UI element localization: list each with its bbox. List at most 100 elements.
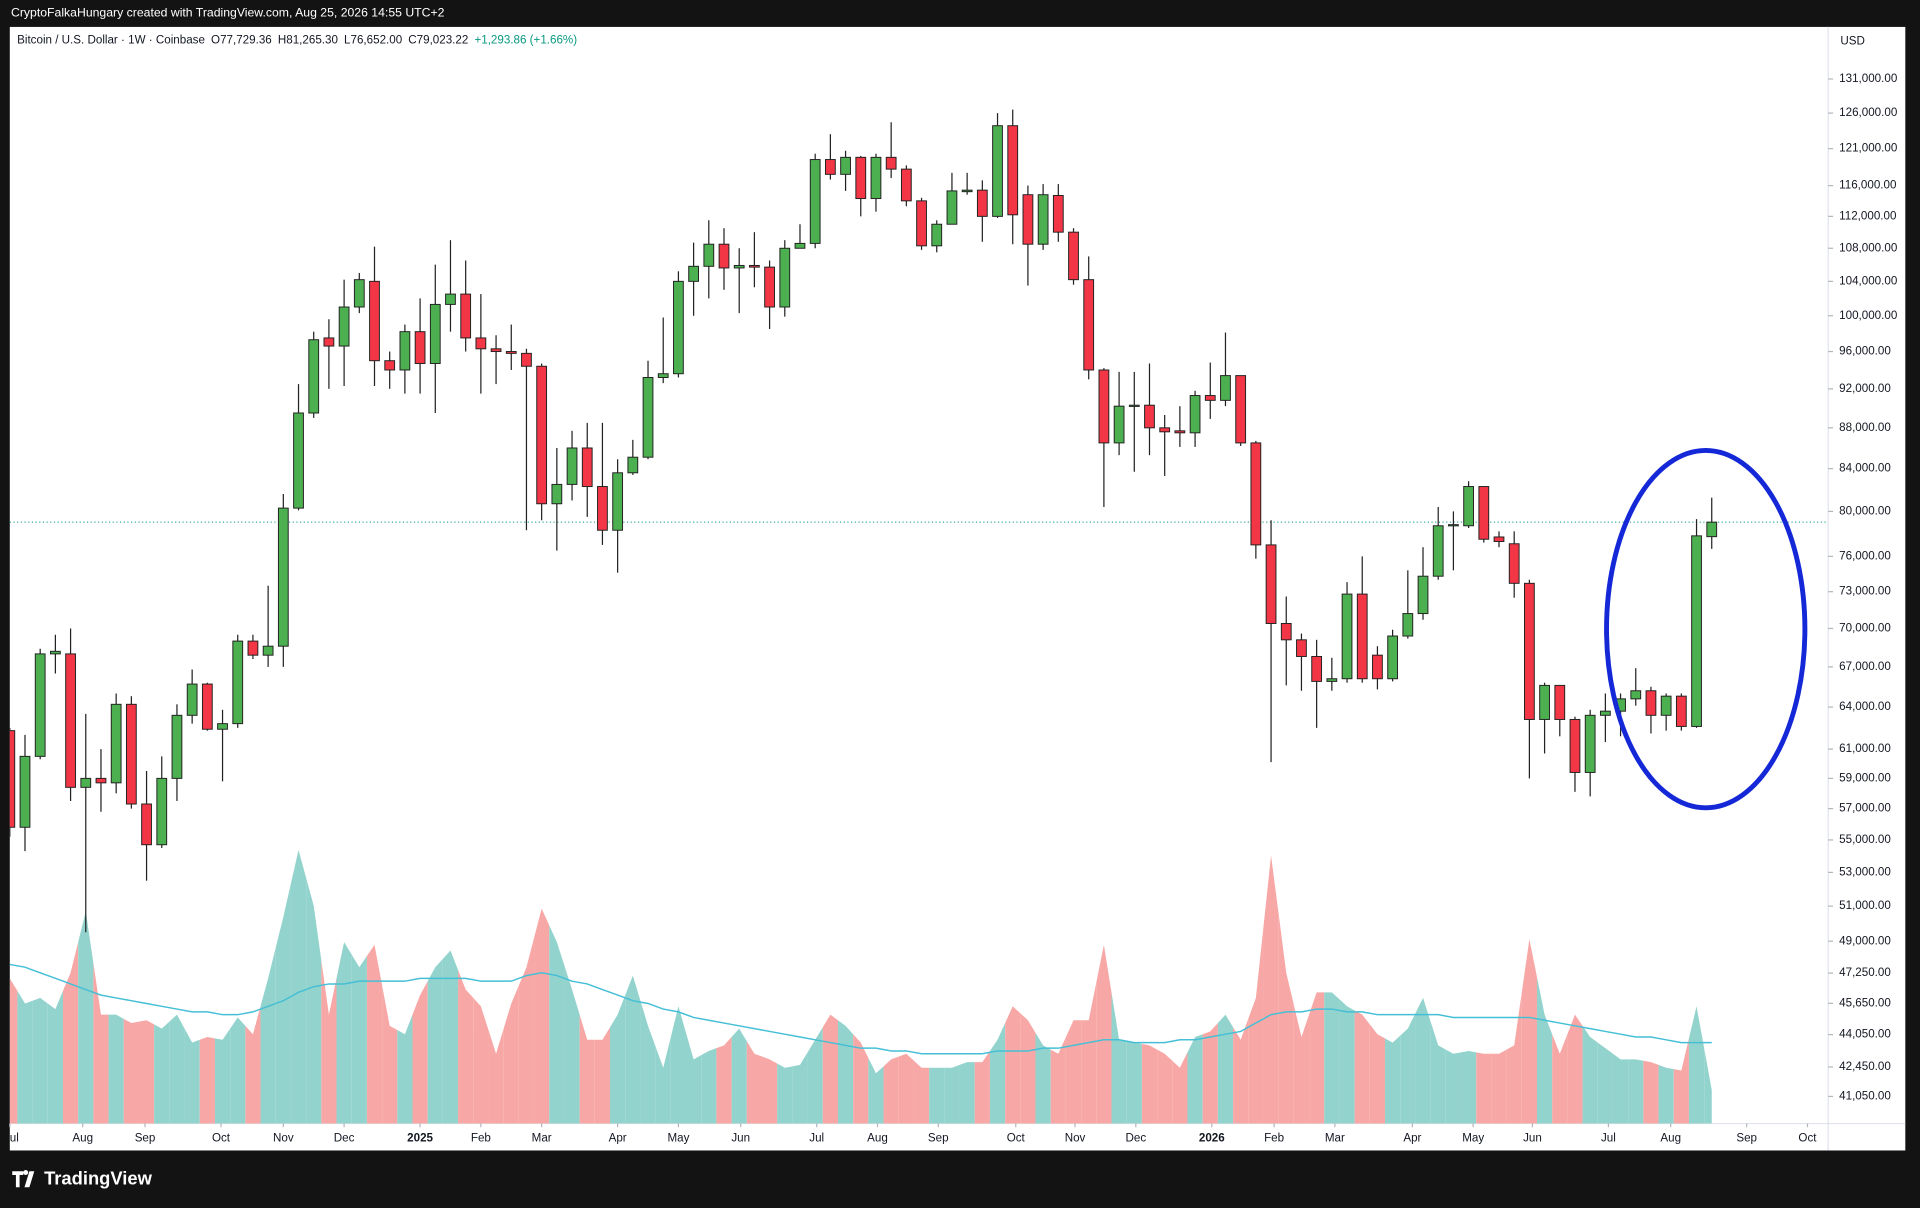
- candle-body: [976, 189, 988, 217]
- y-tick-label: 73,000.00: [1839, 585, 1891, 598]
- volume-area: [1369, 1024, 1386, 1124]
- logo: TradingView: [12, 1168, 153, 1189]
- x-tick-label: Sep: [1736, 1131, 1757, 1144]
- x-tick-label: Jun: [1523, 1131, 1542, 1144]
- x-tick-label: Dec: [1125, 1131, 1146, 1144]
- candle-body: [201, 683, 213, 730]
- x-tick-label: Aug: [1660, 1131, 1681, 1144]
- plot-area: [9, 109, 1829, 1124]
- legend-item: Bitcoin / U.S. Dollar · 1W · Coinbase: [17, 33, 205, 46]
- candle-body: [308, 339, 320, 414]
- candle-body: [1599, 710, 1611, 716]
- volume-area: [123, 1018, 139, 1124]
- y-tick-label: 49,000.00: [1839, 934, 1891, 947]
- candle-body: [1508, 543, 1520, 584]
- volume-area: [1293, 1004, 1310, 1124]
- y-tick-label: 57,000.00: [1839, 802, 1891, 815]
- volume-area: [1567, 1014, 1583, 1124]
- volume-area: [1552, 1034, 1568, 1124]
- header: CryptoFalkaHungary created with TradingV…: [11, 6, 445, 20]
- volume-area: [1536, 976, 1553, 1124]
- volume-area: [1339, 999, 1355, 1124]
- candle-body: [1280, 622, 1292, 641]
- candle-body: [141, 803, 152, 846]
- chart-panel: [9, 26, 1906, 1151]
- candle-body: [475, 337, 487, 350]
- y-tick-label: 67,000.00: [1839, 660, 1891, 673]
- candle-body: [703, 243, 715, 267]
- candle-body: [1356, 593, 1368, 680]
- x-tick-label: Jun: [731, 1131, 750, 1144]
- candle-body: [1174, 430, 1186, 434]
- y-tick-label: 55,000.00: [1839, 833, 1891, 846]
- candle-body: [1265, 544, 1277, 624]
- volume-area: [78, 911, 94, 1124]
- candle-body: [353, 279, 365, 308]
- candle-body: [536, 365, 548, 505]
- candle-body: [551, 483, 563, 505]
- y-tick-label: 96,000.00: [1839, 345, 1891, 358]
- volume-area: [17, 990, 33, 1124]
- y-tick-label: 88,000.00: [1839, 421, 1891, 434]
- volume-area: [1050, 1037, 1066, 1124]
- volume-area: [1400, 1013, 1416, 1124]
- volume-area: [336, 942, 352, 1124]
- candle-body: [369, 280, 380, 362]
- x-tick-label: Nov: [273, 1131, 294, 1144]
- volume-area: [655, 1037, 671, 1124]
- volume-area: [442, 950, 459, 1124]
- x-tick-label: Sep: [135, 1131, 156, 1144]
- volume-area: [290, 849, 307, 1124]
- candle-body: [1037, 194, 1049, 245]
- volume-area: [1187, 1034, 1203, 1124]
- volume-area: [837, 1020, 854, 1124]
- volume-area: [214, 1028, 231, 1124]
- candle-body: [1417, 575, 1429, 615]
- volume-area: [913, 1060, 930, 1124]
- candle-body: [65, 653, 76, 788]
- candle-body: [1448, 524, 1459, 527]
- x-tick-label: Oct: [1007, 1131, 1026, 1144]
- volume-area: [1354, 1010, 1370, 1124]
- volume-area: [883, 1056, 899, 1124]
- y-tick-label: 104,000.00: [1839, 274, 1897, 287]
- volume-area: [1612, 1053, 1629, 1124]
- candle-body: [505, 351, 517, 354]
- volume-area: [716, 1037, 732, 1124]
- candle-body: [1402, 613, 1414, 637]
- y-tick-label: 64,000.00: [1839, 700, 1891, 713]
- volume-area: [974, 1050, 990, 1124]
- legend-item: +1,293.86 (+1.66%): [474, 33, 577, 46]
- volume-area: [1248, 926, 1264, 1124]
- y-tick-label: 45,650.00: [1839, 996, 1891, 1009]
- volume-area: [518, 937, 535, 1124]
- candle-body: [1569, 718, 1581, 773]
- candle-body: [794, 242, 806, 249]
- candle-body: [1660, 695, 1672, 716]
- volume-area: [184, 1028, 200, 1124]
- y-tick-label: 108,000.00: [1839, 241, 1897, 254]
- volume-area: [1020, 1013, 1036, 1124]
- candle-body: [1645, 690, 1657, 716]
- candle-body: [673, 280, 684, 375]
- candle-body: [1296, 639, 1307, 657]
- volume-area: [199, 1037, 215, 1124]
- volume-area: [154, 1021, 170, 1124]
- candle-body: [186, 683, 198, 716]
- volume-area: [1202, 1023, 1218, 1124]
- candle-body: [764, 266, 775, 308]
- y-tick-label: 76,000.00: [1839, 549, 1891, 562]
- x-tick-label: Jul: [809, 1131, 824, 1144]
- candle-body: [1220, 375, 1231, 401]
- x-tick-label: Mar: [1325, 1131, 1345, 1144]
- volume-area: [108, 1014, 124, 1124]
- volume-area: [1643, 1060, 1659, 1124]
- candle-body: [1007, 125, 1019, 216]
- volume-area: [1415, 997, 1431, 1124]
- candle-body: [429, 303, 441, 364]
- volume-area: [32, 997, 48, 1124]
- legend-item: O77,729.36: [211, 33, 272, 46]
- candle-body: [414, 331, 426, 364]
- volume-area: [1217, 1014, 1234, 1124]
- candle-body: [49, 650, 61, 655]
